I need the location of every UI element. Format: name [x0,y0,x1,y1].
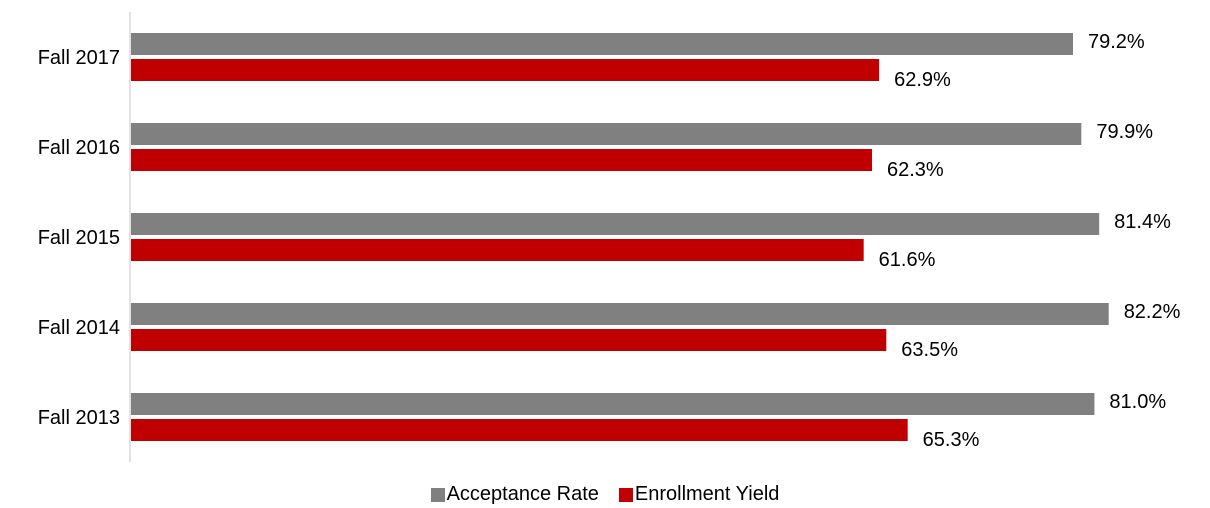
bar-acceptance-rate-fall-2013 [131,393,1095,415]
legend-label-enrollment-yield: Enrollment Yield [634,483,780,505]
bar-enrollment-yield-fall-2013 [131,419,908,441]
legend-swatch-enrollment-yield [618,487,633,502]
data-label-enrollment-yield-fall-2013: 65.3% [923,429,980,451]
category-label-fall-2016: Fall 2016 [38,137,120,159]
data-label-acceptance-rate-fall-2013: 81.0% [1109,391,1166,413]
legend-item-acceptance-rate: Acceptance Rate [430,481,599,508]
data-label-acceptance-rate-fall-2016: 79.9% [1096,121,1153,143]
bar-enrollment-yield-fall-2017 [131,59,880,81]
bar-chart: Fall 2017 Fall 2016 Fall 2015 Fall 2014 Fall… [38,12,1181,462]
bar-acceptance-rate-fall-2014 [131,303,1109,325]
legend: Acceptance Rate Enrollment Yield [0,481,1210,508]
bar-acceptance-rate-fall-2015 [131,213,1100,235]
category-labels: Fall 2017 Fall 2016 Fall 2015 Fall 2014 Fall… [38,47,120,429]
bar-acceptance-rate-fall-2016 [131,123,1082,145]
data-label-enrollment-yield-fall-2014: 63.5% [901,339,958,361]
data-label-enrollment-yield-fall-2017: 62.9% [894,69,951,91]
bar-enrollment-yield-fall-2015 [131,239,864,261]
bars [131,33,1109,441]
data-label-enrollment-yield-fall-2015: 61.6% [879,249,936,271]
bar-enrollment-yield-fall-2014 [131,329,887,351]
legend-swatch-acceptance-rate [430,487,445,502]
category-label-fall-2014: Fall 2014 [38,317,120,339]
data-labels: 79.2% 62.9% 79.9% 62.3% 81.4% 61.6% 82.2% 63.5%… [879,31,1181,451]
data-label-acceptance-rate-fall-2015: 81.4% [1114,211,1171,233]
legend-item-enrollment-yield: Enrollment Yield [618,481,780,508]
bar-acceptance-rate-fall-2017 [131,33,1074,55]
category-label-fall-2013: Fall 2013 [38,407,120,429]
category-label-fall-2017: Fall 2017 [38,47,120,69]
data-label-acceptance-rate-fall-2017: 79.2% [1088,31,1145,53]
data-label-acceptance-rate-fall-2014: 82.2% [1124,301,1181,323]
legend-label-acceptance-rate: Acceptance Rate [446,483,599,505]
data-label-enrollment-yield-fall-2016: 62.3% [887,159,944,181]
category-label-fall-2015: Fall 2015 [38,227,120,249]
bar-enrollment-yield-fall-2016 [131,149,873,171]
